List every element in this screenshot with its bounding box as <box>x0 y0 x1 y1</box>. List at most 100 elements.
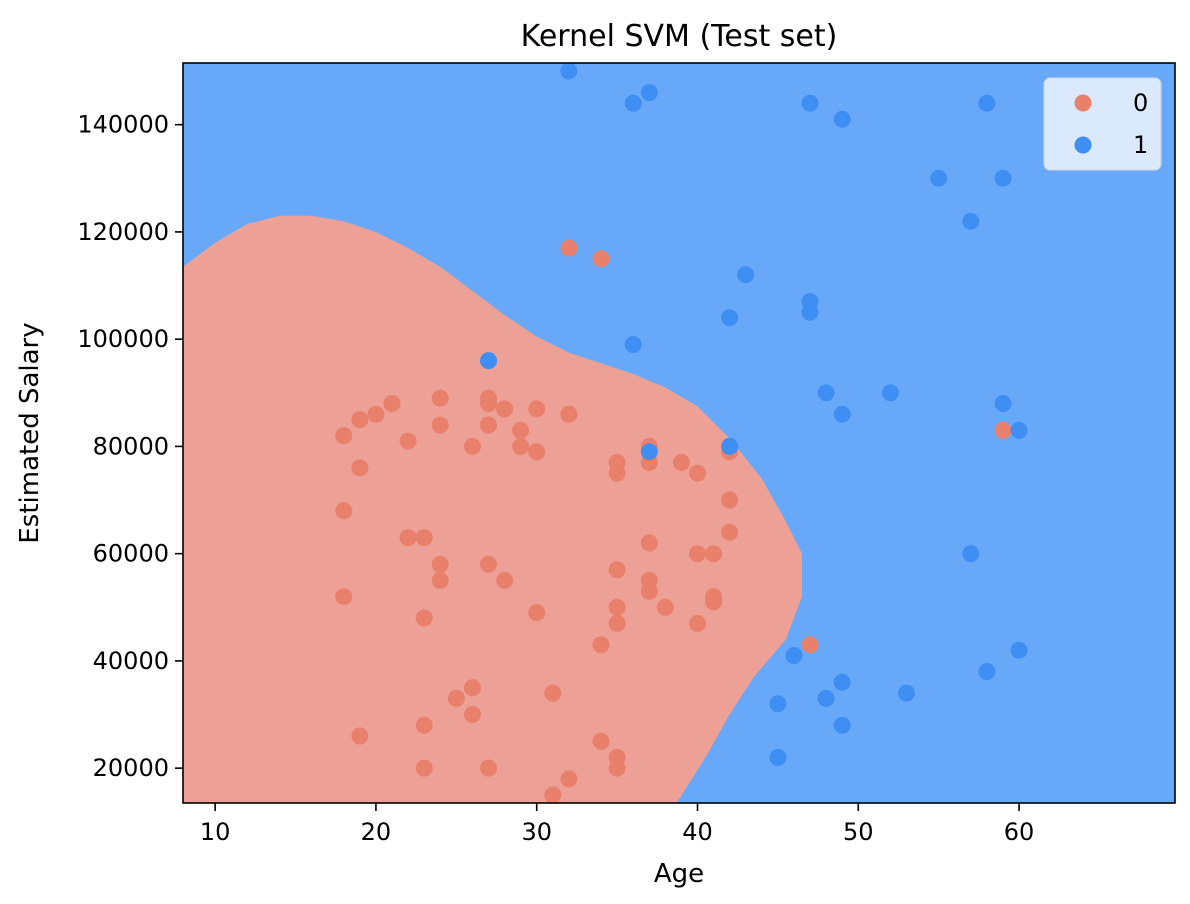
point-class-1-7 <box>994 169 1012 187</box>
point-class-1-5 <box>833 110 851 128</box>
point-class-0-47 <box>528 604 546 622</box>
point-class-1-20 <box>640 443 658 461</box>
point-class-1-30 <box>833 716 851 734</box>
point-class-0-36 <box>480 555 497 573</box>
point-class-0-11 <box>335 427 353 445</box>
legend-marker-1 <box>1074 136 1092 154</box>
point-class-0-5 <box>351 411 369 429</box>
point-class-1-19 <box>1010 421 1028 439</box>
point-class-0-35 <box>431 555 449 573</box>
point-class-0-1 <box>592 250 610 268</box>
point-class-0-65 <box>544 786 562 803</box>
point-class-0-21 <box>608 464 626 482</box>
legend-box <box>1043 77 1162 171</box>
point-class-0-46 <box>656 598 674 616</box>
point-class-0-17 <box>512 437 530 455</box>
point-class-0-9 <box>528 400 546 418</box>
point-class-1-18 <box>833 405 851 423</box>
point-class-0-49 <box>608 614 626 632</box>
point-class-1-31 <box>769 748 787 766</box>
point-class-0-3 <box>431 389 449 407</box>
data-points <box>335 63 1028 803</box>
point-class-0-38 <box>431 572 449 589</box>
point-class-0-25 <box>689 464 706 482</box>
point-class-1-3 <box>801 94 819 112</box>
point-class-0-44 <box>705 593 723 611</box>
point-class-0-28 <box>335 502 353 520</box>
point-class-0-4 <box>383 395 401 412</box>
y-tick-label-60000: 60000 <box>93 540 169 568</box>
x-tick-label-20: 20 <box>361 818 392 846</box>
point-class-0-59 <box>592 732 610 750</box>
point-class-0-42 <box>335 588 353 606</box>
point-class-0-34 <box>705 545 723 563</box>
y-tick-label-20000: 20000 <box>93 754 169 782</box>
point-class-0-31 <box>415 529 433 547</box>
y-axis-label: Estimated Salary <box>15 322 45 543</box>
x-tick-label-30: 30 <box>521 818 552 846</box>
point-class-0-56 <box>463 706 481 723</box>
point-class-0-61 <box>608 759 626 777</box>
point-class-1-25 <box>978 663 996 681</box>
point-class-1-15 <box>817 384 835 402</box>
chart-title: Kernel SVM (Test set) <box>521 19 838 54</box>
point-class-0-52 <box>801 636 819 654</box>
y-tick-label-40000: 40000 <box>93 647 169 675</box>
legend-label-0: 0 <box>1133 89 1148 117</box>
point-class-0-48 <box>415 609 433 627</box>
point-class-1-23 <box>1010 641 1028 659</box>
point-class-0-58 <box>351 727 369 745</box>
point-class-0-10 <box>560 405 578 423</box>
point-class-0-24 <box>672 454 690 471</box>
point-class-1-11 <box>801 303 819 321</box>
point-class-1-22 <box>962 545 980 563</box>
point-class-0-7 <box>496 400 514 418</box>
y-tick-label-80000: 80000 <box>93 432 169 460</box>
y-axis: 20000 40000 60000 80000 100000 120000 140000 <box>77 111 183 782</box>
point-class-1-26 <box>833 673 851 691</box>
x-axis: 10 20 30 40 50 60 <box>200 803 1034 846</box>
point-class-1-27 <box>898 684 915 702</box>
point-class-1-2 <box>640 84 658 101</box>
plot-area <box>182 62 1176 804</box>
point-class-0-8 <box>480 395 497 412</box>
point-class-0-45 <box>608 598 626 616</box>
decision-region-0 <box>183 215 802 803</box>
y-tick-label-120000: 120000 <box>77 218 169 246</box>
point-class-0-29 <box>721 523 739 541</box>
point-class-0-32 <box>640 534 658 552</box>
point-class-1-24 <box>785 647 803 664</box>
point-class-0-33 <box>689 545 706 563</box>
point-class-0-57 <box>415 716 433 734</box>
point-class-0-53 <box>463 679 481 697</box>
point-class-0-14 <box>480 416 497 434</box>
point-class-1-0 <box>560 63 578 80</box>
point-class-0-39 <box>496 572 514 589</box>
point-class-0-63 <box>480 759 497 777</box>
legend-label-1: 1 <box>1133 131 1148 159</box>
point-class-1-4 <box>978 94 996 112</box>
point-class-0-55 <box>544 684 562 702</box>
y-tick-label-100000: 100000 <box>77 325 169 353</box>
point-class-0-12 <box>399 432 417 450</box>
point-class-1-12 <box>721 309 739 327</box>
point-class-0-51 <box>592 636 610 654</box>
point-class-1-6 <box>930 169 948 187</box>
point-class-1-16 <box>881 384 899 402</box>
point-class-0-54 <box>447 689 465 707</box>
x-axis-label: Age <box>654 859 704 889</box>
point-class-0-37 <box>608 561 626 579</box>
point-class-1-21 <box>721 437 739 455</box>
x-tick-label-50: 50 <box>843 818 874 846</box>
y-tick-label-140000: 140000 <box>77 111 169 139</box>
point-class-0-18 <box>528 443 546 461</box>
x-tick-label-60: 60 <box>1004 818 1035 846</box>
point-class-0-66 <box>994 421 1012 439</box>
point-class-0-41 <box>640 582 658 600</box>
point-class-0-50 <box>689 614 706 632</box>
legend-marker-0 <box>1074 94 1092 112</box>
x-tick-label-40: 40 <box>682 818 713 846</box>
point-class-0-16 <box>463 437 481 455</box>
point-class-1-14 <box>480 352 497 370</box>
point-class-1-29 <box>769 695 787 713</box>
